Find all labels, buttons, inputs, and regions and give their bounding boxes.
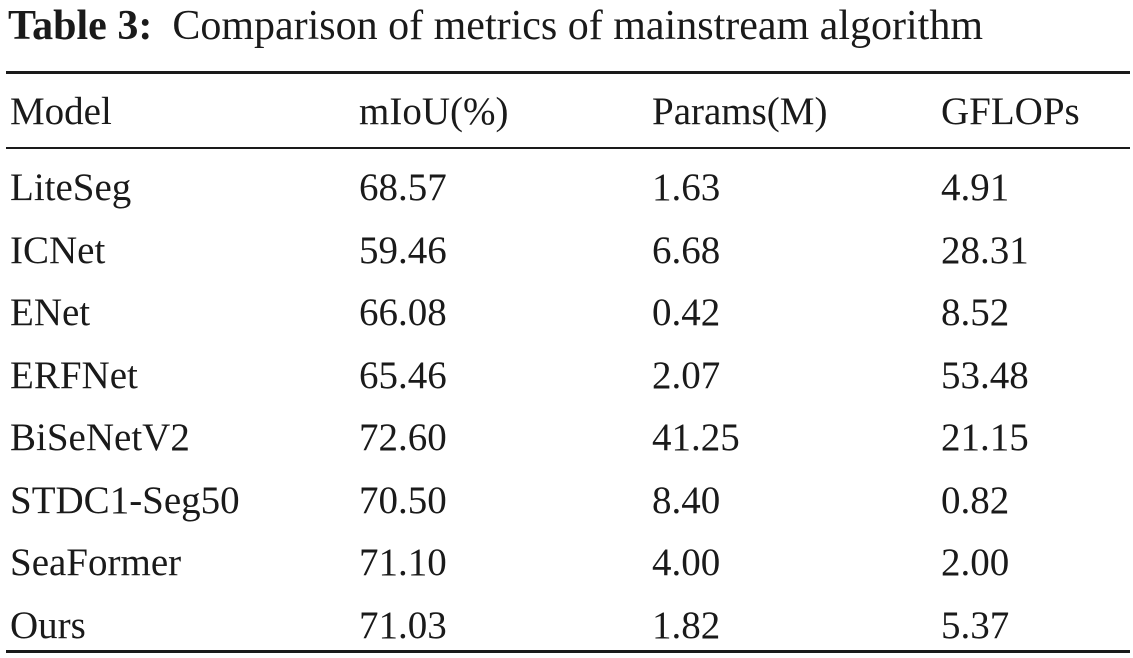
- table-row: BiSeNetV2 72.60 41.25 21.15: [0, 408, 1133, 468]
- table-row: Ours 71.03 1.82 5.37: [0, 596, 1133, 656]
- cell-model: Ours: [10, 603, 86, 647]
- table-row: ENet 66.08 0.42 8.52: [0, 283, 1133, 343]
- cell-model: ICNet: [10, 228, 106, 272]
- cell-params: 0.42: [652, 291, 721, 334]
- cell-params: 8.40: [652, 478, 721, 522]
- header-gflops: GFLOPs: [941, 90, 1080, 133]
- cell-model: SeaFormer: [10, 541, 182, 584]
- cell-gflops: 2.00: [941, 541, 1010, 584]
- cell-params: 1.82: [652, 603, 721, 647]
- cell-miou: 59.46: [359, 228, 447, 272]
- top-rule: [6, 71, 1130, 74]
- cell-gflops: 28.31: [941, 228, 1029, 272]
- bottom-rule: [6, 650, 1130, 653]
- cell-gflops: 4.91: [941, 166, 1010, 209]
- cell-gflops: 5.37: [941, 603, 1010, 647]
- table-caption: Table 3: Comparison of metrics of mainstr…: [8, 0, 983, 52]
- cell-params: 41.25: [652, 416, 740, 459]
- cell-miou: 71.10: [359, 541, 447, 584]
- cell-gflops: 0.82: [941, 478, 1010, 522]
- table-row: ICNet 59.46 6.68 28.31: [0, 221, 1133, 281]
- table-header-row: Model mIoU(%) Params(M) GFLOPs: [0, 86, 1133, 138]
- table-row: LiteSeg 68.57 1.63 4.91: [0, 158, 1133, 218]
- cell-params: 1.63: [652, 166, 721, 209]
- cell-miou: 68.57: [359, 166, 447, 209]
- cell-model: ERFNet: [10, 353, 138, 397]
- caption-text: Comparison of metrics of mainstream algo…: [172, 3, 983, 49]
- cell-model: LiteSeg: [10, 166, 132, 209]
- cell-gflops: 21.15: [941, 416, 1029, 459]
- cell-miou: 66.08: [359, 291, 447, 334]
- header-miou: mIoU(%): [359, 90, 509, 133]
- table-row: SeaFormer 71.10 4.00 2.00: [0, 533, 1133, 593]
- cell-model: BiSeNetV2: [10, 416, 190, 459]
- cell-params: 6.68: [652, 228, 721, 272]
- cell-gflops: 8.52: [941, 291, 1010, 334]
- table-row: ERFNet 65.46 2.07 53.48: [0, 346, 1133, 406]
- header-params: Params(M): [652, 90, 828, 133]
- cell-model: STDC1-Seg50: [10, 478, 240, 522]
- cell-miou: 65.46: [359, 353, 447, 397]
- cell-model: ENet: [10, 291, 91, 334]
- cell-miou: 70.50: [359, 478, 447, 522]
- cell-miou: 71.03: [359, 603, 447, 647]
- header-model: Model: [10, 90, 112, 133]
- caption-label: Table 3:: [8, 3, 153, 49]
- cell-params: 2.07: [652, 353, 721, 397]
- cell-gflops: 53.48: [941, 353, 1029, 397]
- cell-params: 4.00: [652, 541, 721, 584]
- table-row: STDC1-Seg50 70.50 8.40 0.82: [0, 471, 1133, 531]
- header-rule: [6, 147, 1130, 149]
- cell-miou: 72.60: [359, 416, 447, 459]
